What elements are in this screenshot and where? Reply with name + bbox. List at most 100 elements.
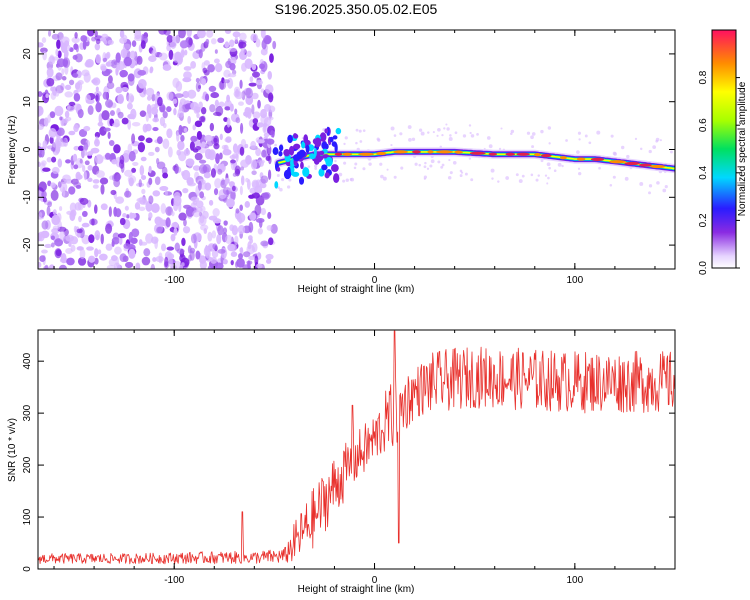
spectrogram-peak — [590, 157, 605, 161]
spectrogram-noise-blob — [111, 159, 118, 165]
spectrogram-faint-dot — [462, 134, 467, 138]
spectrogram-faint-dot — [546, 182, 549, 185]
spectrogram-noise-blob — [217, 225, 224, 236]
spectrogram-faint-dot — [448, 137, 453, 141]
spectrogram-noise-blob — [62, 174, 71, 182]
spectrogram-noise-blob — [195, 200, 204, 209]
spectrogram-faint-dot — [342, 179, 346, 183]
spectrogram-noise-blob — [73, 124, 79, 133]
spectrogram-faint-dot — [288, 178, 292, 182]
spectrogram-noise-blob — [126, 214, 130, 219]
spectrogram-noise-blob — [138, 206, 146, 212]
spectrogram-noise-blob — [254, 204, 262, 216]
spectrogram-noise-blob — [255, 38, 261, 48]
spectrogram-noise-blob — [188, 254, 192, 262]
spectrogram-noise-blob — [64, 84, 72, 91]
spectrogram-noise-blob — [130, 237, 138, 244]
spectrogram-noise-blob — [156, 157, 160, 165]
spectrogram-noise-blob — [224, 124, 232, 134]
spectrogram-faint-dot — [468, 124, 472, 127]
spectrogram-faint-dot — [540, 159, 544, 163]
spectrogram-faint-dot — [598, 166, 601, 170]
spectrogram-noise-blob — [107, 39, 114, 45]
spectrogram-noise-blob — [137, 79, 147, 89]
spectrogram-noise-blob — [198, 48, 203, 59]
spectrogram-noise-blob — [260, 240, 269, 247]
spectrogram-noise-blob — [209, 122, 215, 132]
colorbar-tick-label: 0.6 — [698, 118, 709, 132]
spectrogram-noise-blob — [156, 136, 163, 145]
spectrogram-noise-blob — [51, 242, 55, 248]
spectrogram-noise-blob — [115, 196, 125, 204]
spectrogram-noise-blob — [201, 141, 206, 149]
spectrogram-faint-dot — [656, 181, 660, 185]
spectrogram-noise-blob — [56, 39, 61, 50]
spectrogram-noise-blob — [256, 159, 266, 164]
spectrogram-noise-blob — [88, 234, 95, 244]
spectrogram-noise-blob — [150, 236, 159, 244]
spectrogram-noise-blob — [192, 124, 196, 131]
spectrogram-noise-blob — [72, 153, 78, 162]
spectrogram-noise-blob — [214, 49, 218, 54]
spectrogram-noise-blob — [234, 91, 244, 100]
spectrogram-noise-blob — [230, 190, 236, 201]
spectrogram-noise-blob — [56, 58, 66, 68]
spectrogram-faint-dot — [445, 123, 448, 126]
spectrogram-noise-blob — [44, 243, 53, 249]
spectrogram-noise-blob — [91, 218, 95, 226]
spectrogram-noise-blob — [102, 57, 108, 62]
spectrogram-noise-blob — [66, 257, 75, 266]
spectrogram-noise-blob — [86, 246, 94, 251]
spectrogram-noise-blob — [213, 188, 219, 196]
spectrogram-faint-dot — [343, 161, 347, 165]
spectrogram-noise-blob — [55, 249, 62, 257]
spectrogram-noise-blob — [94, 30, 98, 37]
spectrogram-noise-blob — [79, 248, 86, 260]
spectrogram-noise-blob — [70, 209, 77, 217]
spectrogram-faint-dot — [497, 180, 500, 183]
spectrogram-noise-blob — [118, 236, 123, 245]
spectrogram-noise-blob — [214, 178, 222, 189]
spectrogram-noise-blob — [256, 263, 263, 269]
spectrogram-noise-blob — [182, 226, 191, 234]
spectrogram-noise-blob — [83, 170, 87, 181]
spectrogram-noise-blob — [73, 92, 81, 102]
spectrogram-noise-blob — [199, 116, 206, 122]
spectrogram-noise-blob — [165, 217, 171, 228]
spectrogram-noise-blob — [173, 195, 182, 207]
spectrogram-noise-blob — [80, 35, 88, 42]
spectrogram-noise-blob — [83, 125, 91, 132]
spectrogram-noise-blob — [189, 141, 195, 151]
spectrogram-faint-dot — [498, 147, 502, 151]
spectrogram-noise-blob — [267, 70, 273, 80]
spectrogram-noise-blob — [246, 50, 252, 58]
spectrogram-noise-blob — [115, 86, 123, 94]
spectrogram-noise-blob — [172, 98, 178, 104]
spectrogram-transition-blob — [293, 133, 299, 139]
spectrogram-noise-blob — [269, 53, 274, 63]
spectrogram-noise-blob — [176, 131, 180, 142]
spectrogram-noise-blob — [138, 179, 142, 188]
spectrogram-noise-blob — [251, 170, 257, 176]
spectrogram-noise-blob — [97, 249, 102, 255]
spectrogram-noise-blob — [208, 85, 217, 93]
spectrogram-noise-blob — [213, 58, 220, 64]
spectrogram-noise-blob — [54, 90, 60, 97]
spectrogram-noise-blob — [45, 93, 49, 99]
spectrogram-noise-blob — [171, 210, 175, 217]
spectrogram-faint-dot — [662, 188, 667, 193]
spectrogram-transition-blob — [272, 147, 279, 156]
spectrogram-noise-blob — [152, 190, 161, 197]
spectrogram-faint-dot — [424, 161, 427, 165]
spectrogram-faint-dot — [547, 126, 552, 130]
spectrogram-faint-dot — [418, 128, 423, 132]
spectrogram-noise-blob — [203, 246, 211, 257]
spectrogram-noise-blob — [140, 40, 146, 49]
spectrogram-xtick-label: 0 — [372, 275, 378, 286]
spectrogram-faint-dot — [287, 185, 291, 189]
spectrogram-noise-blob — [268, 92, 274, 103]
spectrogram-noise-blob — [108, 258, 116, 267]
spectrogram-noise-blob — [190, 196, 200, 202]
spectrogram-peak — [516, 152, 530, 156]
spectrogram-faint-dot — [612, 175, 616, 179]
